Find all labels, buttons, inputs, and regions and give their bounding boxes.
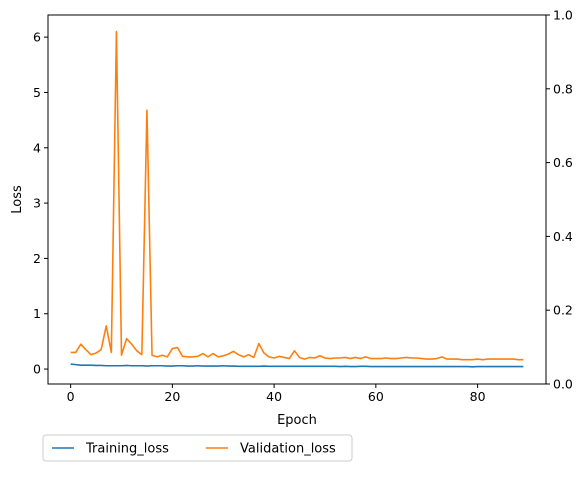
legend-label-validation-loss: Validation_loss [240, 442, 336, 457]
y-tick-label: 0 [33, 362, 41, 377]
x-tick-label: 40 [266, 389, 282, 404]
x-tick-label: 20 [164, 389, 180, 404]
x-tick-label: 0 [67, 389, 75, 404]
y-axis-title: Loss [10, 185, 25, 214]
y2-tick-label: 0.2 [553, 303, 573, 318]
series-line-validation-loss [71, 32, 524, 360]
y-tick-label: 4 [33, 140, 41, 155]
y-axis-right: 0.0 0.2 0.4 0.6 0.8 1.0 [546, 8, 573, 392]
legend: Training_loss Validation_loss [43, 435, 352, 461]
plot-area-frame [48, 15, 546, 384]
legend-label-training-loss: Training_loss [85, 442, 169, 457]
y-tick-label: 5 [33, 85, 41, 100]
x-tick-label: 60 [368, 389, 384, 404]
y-tick-label: 3 [33, 196, 41, 211]
y2-tick-label: 0.6 [553, 155, 573, 170]
y-axis-left: 0 1 2 3 4 5 6 [33, 30, 48, 377]
y2-tick-label: 1.0 [553, 8, 573, 23]
y2-tick-label: 0.8 [553, 81, 573, 96]
y2-tick-label: 0.4 [553, 229, 573, 244]
x-axis: 0 20 40 60 80 [67, 384, 486, 404]
x-tick-label: 80 [470, 389, 486, 404]
y2-tick-label: 0.0 [553, 377, 573, 392]
y-tick-label: 2 [33, 251, 41, 266]
y-tick-label: 6 [33, 30, 41, 45]
x-axis-title: Epoch [277, 413, 317, 428]
plot-lines [71, 32, 524, 367]
series-line-training-loss [71, 364, 524, 367]
y-tick-label: 1 [33, 306, 41, 321]
